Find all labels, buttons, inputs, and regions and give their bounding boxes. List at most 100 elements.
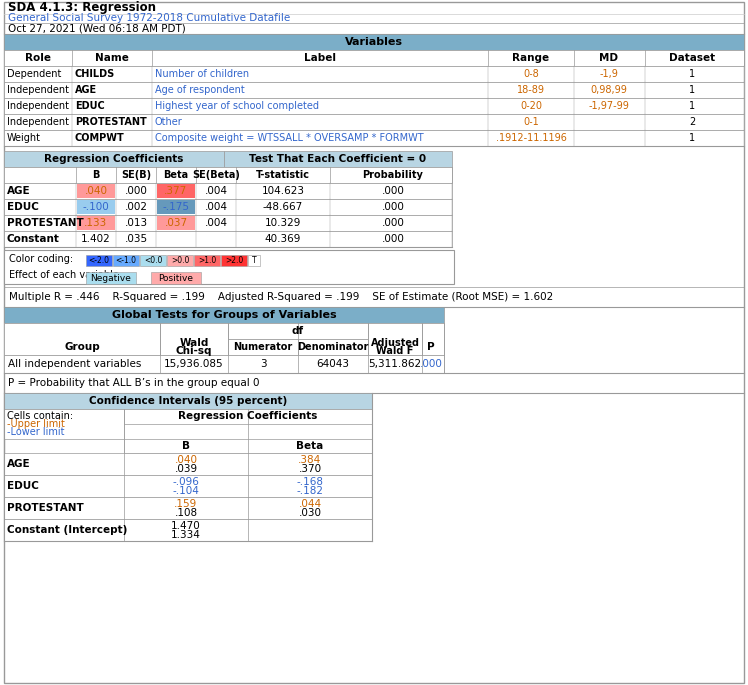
Text: .000: .000	[420, 359, 442, 369]
Text: 40.369: 40.369	[265, 234, 301, 244]
Text: Independent: Independent	[7, 117, 69, 127]
Bar	[151, 272, 201, 284]
Text: 1: 1	[689, 101, 695, 111]
Text: .000: .000	[381, 202, 405, 212]
Bar	[4, 250, 454, 284]
Text: SE(B): SE(B)	[121, 170, 151, 180]
Bar	[224, 151, 452, 167]
Text: .004: .004	[204, 202, 227, 212]
Text: Chi-sq: Chi-sq	[176, 346, 212, 356]
Text: df: df	[292, 326, 304, 336]
Text: Regression Coefficients: Regression Coefficients	[178, 411, 318, 421]
Text: Probability: Probability	[363, 170, 423, 180]
Text: Number of children: Number of children	[155, 69, 249, 79]
Bar	[124, 409, 372, 424]
Text: Independent: Independent	[7, 85, 69, 95]
Text: 1.402: 1.402	[81, 234, 111, 244]
Bar	[157, 216, 195, 230]
Text: 0-1: 0-1	[523, 117, 539, 127]
Text: >1.0: >1.0	[198, 256, 216, 265]
Text: Age of respondent: Age of respondent	[155, 85, 245, 95]
Text: B: B	[92, 170, 99, 180]
Text: Weight: Weight	[7, 133, 41, 143]
Text: .039: .039	[174, 464, 197, 474]
Bar	[4, 355, 444, 373]
Text: AGE: AGE	[75, 85, 97, 95]
Text: B: B	[182, 441, 190, 451]
Text: Beta: Beta	[163, 170, 188, 180]
Bar	[157, 184, 195, 198]
Bar	[113, 255, 139, 266]
Text: 2: 2	[689, 117, 695, 127]
Bar	[4, 519, 372, 541]
Text: AGE: AGE	[7, 186, 31, 196]
Text: Numerator: Numerator	[233, 342, 292, 352]
Text: COMPWT: COMPWT	[75, 133, 125, 143]
Text: Beta: Beta	[296, 441, 324, 451]
Text: -1,97-99: -1,97-99	[589, 101, 629, 111]
Text: >2.0: >2.0	[225, 256, 243, 265]
Text: 5,311.862: 5,311.862	[369, 359, 422, 369]
Text: Group: Group	[64, 342, 100, 352]
Bar	[298, 339, 368, 355]
Text: Role: Role	[25, 53, 51, 63]
Text: -1,9: -1,9	[600, 69, 619, 79]
Text: .040: .040	[174, 456, 197, 465]
Bar	[194, 255, 220, 266]
Text: Wald F: Wald F	[376, 346, 414, 356]
Bar	[160, 323, 228, 355]
Bar	[4, 475, 372, 497]
Text: 10.329: 10.329	[265, 218, 301, 228]
Text: Adjusted: Adjusted	[370, 338, 420, 348]
Text: SDA 4.1.3: Regression: SDA 4.1.3: Regression	[8, 1, 156, 14]
Text: MD: MD	[599, 53, 619, 63]
Bar	[4, 307, 444, 323]
Text: Effect of each variable:: Effect of each variable:	[9, 270, 122, 280]
Text: PROTESTANT: PROTESTANT	[75, 117, 147, 127]
Bar	[77, 184, 115, 198]
Bar	[248, 255, 260, 266]
Text: .377: .377	[165, 186, 188, 196]
Text: <0.0: <0.0	[144, 256, 162, 265]
Text: .002: .002	[124, 202, 147, 212]
Bar	[4, 323, 444, 339]
Text: .370: .370	[298, 464, 322, 474]
Bar	[124, 439, 372, 453]
Text: Positive: Positive	[159, 273, 194, 282]
Bar	[4, 130, 744, 146]
Text: .004: .004	[204, 218, 227, 228]
Text: .037: .037	[165, 218, 188, 228]
Bar	[4, 98, 744, 114]
Text: P = Probability that ALL B’s in the group equal 0: P = Probability that ALL B’s in the grou…	[8, 378, 260, 388]
Text: Variables: Variables	[345, 37, 403, 47]
Text: .044: .044	[298, 499, 322, 509]
Bar	[4, 183, 452, 199]
Text: -.096: -.096	[173, 477, 200, 487]
Bar	[4, 339, 444, 355]
Text: 64043: 64043	[316, 359, 349, 369]
Bar	[228, 323, 368, 339]
Text: .030: .030	[298, 508, 322, 518]
Text: Range: Range	[512, 53, 550, 63]
Bar	[86, 255, 112, 266]
Text: SE(Beta): SE(Beta)	[192, 170, 240, 180]
Text: Test That Each Coefficient = 0: Test That Each Coefficient = 0	[249, 154, 426, 164]
Text: Denominator: Denominator	[297, 342, 369, 352]
Bar	[4, 323, 160, 355]
Text: EDUC: EDUC	[7, 202, 39, 212]
Text: -.175: -.175	[162, 202, 189, 212]
Text: P: P	[427, 342, 435, 352]
Text: .1912-11.1196: .1912-11.1196	[496, 133, 566, 143]
Text: -.168: -.168	[296, 477, 323, 487]
Text: .159: .159	[174, 499, 197, 509]
Text: EDUC: EDUC	[75, 101, 105, 111]
Text: .035: .035	[124, 234, 147, 244]
Text: >0.0: >0.0	[171, 256, 189, 265]
Text: Dependent: Dependent	[7, 69, 61, 79]
Text: 104.623: 104.623	[262, 186, 304, 196]
Text: 15,936.085: 15,936.085	[165, 359, 224, 369]
Text: Highest year of school completed: Highest year of school completed	[155, 101, 319, 111]
Text: Confidence Intervals (95 percent): Confidence Intervals (95 percent)	[89, 396, 287, 406]
Text: CHILDS: CHILDS	[75, 69, 115, 79]
Text: 3: 3	[260, 359, 266, 369]
